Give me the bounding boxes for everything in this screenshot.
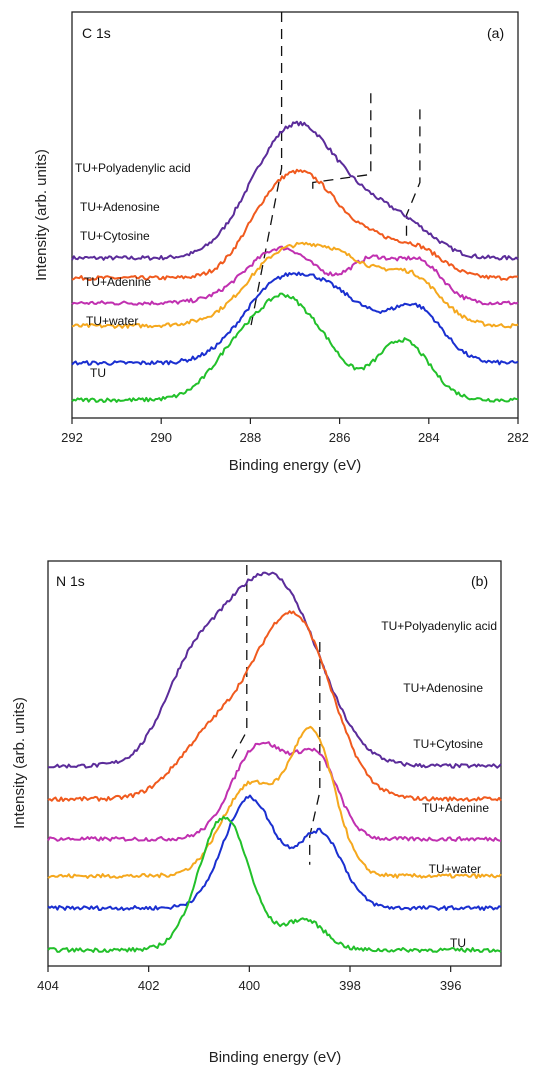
- x-tick-label: 292: [61, 430, 83, 445]
- y-axis-title: Intensity (arb. units): [11, 697, 28, 829]
- x-axis-ticks: 404 402 400 398 396: [37, 966, 462, 993]
- series-label: TU+Adenine: [422, 801, 489, 815]
- guide-lines: [249, 12, 421, 329]
- spectrum-line: [47, 815, 502, 953]
- x-tick-label: 286: [329, 430, 351, 445]
- panel-a-c1s: TU+Polyadenylic acid TU+Adenosine TU+Cytos…: [33, 11, 529, 474]
- spectrum-line: [71, 271, 519, 366]
- spectrum-line: [71, 241, 519, 329]
- spectrum-line: [47, 794, 502, 911]
- x-tick-label: 282: [507, 430, 529, 445]
- spectrum-line: [47, 741, 501, 842]
- y-axis-title: Intensity (arb. units): [33, 149, 50, 281]
- spectrum-line: [47, 725, 502, 879]
- spectrum-line: [71, 120, 519, 261]
- series-labels: TU+Polyadenylic acid TU+Adenosine TU+Cytos…: [75, 161, 191, 380]
- plot-frame: [47, 560, 502, 967]
- x-tick-label: 398: [339, 978, 361, 993]
- guide-lines: [228, 565, 321, 865]
- series-labels: TU+Polyadenylic acid TU+Adenosine TU+Cytos…: [381, 619, 497, 950]
- x-tick-label: 284: [418, 430, 440, 445]
- panel-b-n1s: TU+Polyadenylic acid TU+Adenosine TU+Cytos…: [11, 560, 502, 1066]
- guide-line: [228, 565, 248, 764]
- core-level-label: C 1s: [82, 25, 111, 41]
- x-tick-label: 402: [138, 978, 160, 993]
- panel-label: (a): [487, 25, 504, 41]
- x-tick-label: 400: [238, 978, 260, 993]
- series-label: TU: [90, 366, 106, 380]
- core-level-label: N 1s: [56, 573, 85, 589]
- series-label: TU+Cytosine: [80, 229, 150, 243]
- series-label: TU: [450, 936, 466, 950]
- x-tick-label: 404: [37, 978, 59, 993]
- spectrum-line: [47, 610, 502, 802]
- x-tick-label: 396: [440, 978, 462, 993]
- series-label: TU+Cytosine: [413, 737, 483, 751]
- x-tick-label: 288: [240, 430, 262, 445]
- series-label: TU+Adenosine: [80, 200, 160, 214]
- series-label: TU+Adenine: [84, 275, 151, 289]
- guide-line: [249, 12, 283, 329]
- series-label: TU+water: [86, 314, 138, 328]
- guide-line: [309, 642, 321, 865]
- spectrum-line: [71, 168, 519, 281]
- series-label: TU+Polyadenylic acid: [75, 161, 191, 175]
- spectrum-line: [71, 292, 519, 403]
- spectra: [71, 120, 519, 403]
- plot-frame: [71, 11, 519, 419]
- guide-line: [312, 93, 372, 195]
- guide-line: [405, 109, 421, 244]
- x-axis-title: Binding energy (eV): [209, 1049, 342, 1066]
- spectrum-line: [71, 245, 519, 306]
- spectra: [47, 571, 502, 953]
- spectrum-line: [47, 571, 502, 769]
- x-tick-label: 290: [150, 430, 172, 445]
- panel-label: (b): [471, 573, 488, 589]
- series-label: TU+Adenosine: [403, 681, 483, 695]
- x-axis-title: Binding energy (eV): [229, 457, 362, 474]
- series-label: TU+Polyadenylic acid: [381, 619, 497, 633]
- series-label: TU+water: [429, 862, 481, 876]
- x-axis-ticks: 292 290 288 286 284 282: [61, 418, 529, 445]
